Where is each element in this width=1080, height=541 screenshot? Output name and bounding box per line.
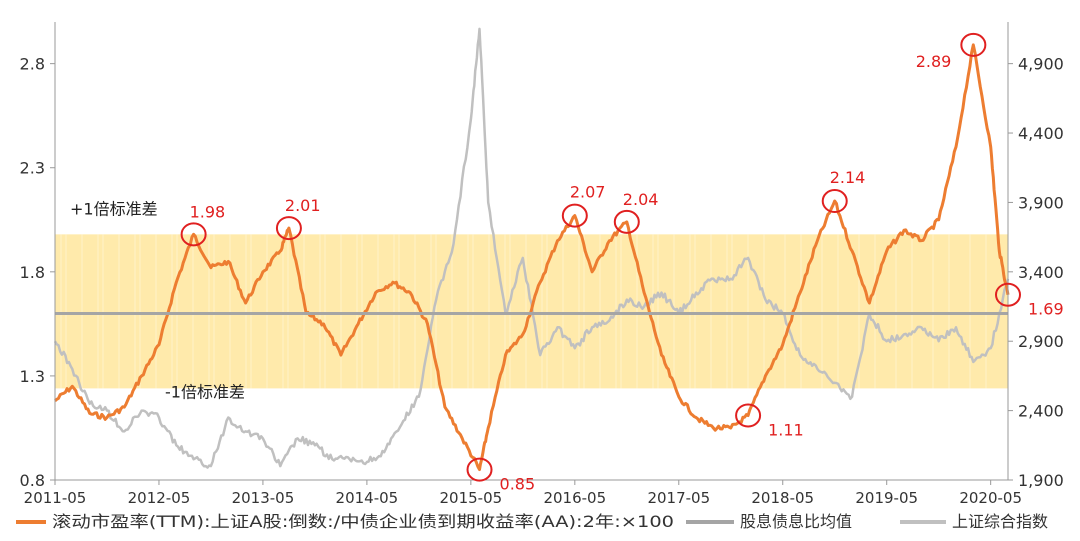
x-tick-label: 2014-05 (336, 489, 399, 507)
y-right-tick-label: 4,900 (1018, 55, 1064, 74)
y-left-tick-label: 0.8 (20, 471, 45, 490)
x-tick-label: 2016-05 (543, 489, 606, 507)
x-tick-label: 2020-05 (959, 489, 1022, 507)
annotation-label: 2.07 (570, 183, 606, 202)
y-right-tick-label: 3,900 (1018, 193, 1064, 212)
annotations: 1.98 2.01 0.85 2.07 2.04 1.11 2.14 2.89 1.69 (180, 32, 1064, 494)
x-tick-label: 2018-05 (751, 489, 814, 507)
y-right-tick-label: 2,900 (1018, 332, 1064, 351)
x-tick-label: 2011-05 (24, 489, 87, 507)
x-tick-label: 2013-05 (232, 489, 295, 507)
y-right-ticks: 1,900 2,400 2,900 3,400 3,900 4,400 4,900 (1008, 55, 1064, 490)
plot-lines (53, 27, 1010, 472)
x-tick-label: 2017-05 (647, 489, 710, 507)
y-left-ticks: 0.8 1.3 1.8 2.3 2.8 (20, 55, 55, 490)
annotation-circle (995, 282, 1021, 307)
annotation-circle (613, 209, 640, 234)
x-ticks: 2011-05 2012-05 2013-05 2014-05 2015-05 2016-… (24, 480, 1022, 507)
annotation-label: 1.69 (1028, 300, 1064, 319)
y-right-tick-label: 2,400 (1018, 402, 1064, 421)
series-pe-yield-ratio (54, 43, 1010, 472)
annotation-label: 2.89 (916, 52, 952, 71)
annotation-circle (821, 189, 848, 214)
annotation-label: 0.85 (500, 475, 536, 494)
y-left-tick-label: 2.3 (20, 159, 45, 178)
y-left-tick-label: 1.3 (20, 367, 45, 386)
annotation-circle (735, 403, 762, 428)
x-tick-label: 2012-05 (128, 489, 191, 507)
band-lower-label: -1倍标准差 (165, 382, 245, 401)
annotation-label: 2.04 (623, 190, 659, 209)
annotation-label: 2.01 (285, 196, 321, 215)
legend-label-mean: 股息债息比均值 (740, 512, 852, 531)
annotation-circle (180, 222, 207, 247)
x-tick-label: 2019-05 (855, 489, 918, 507)
annotation-circle (960, 32, 987, 57)
annotation-label: 2.14 (830, 168, 866, 187)
annotation-circle (466, 457, 493, 482)
band-upper-label: +1倍标准差 (70, 199, 158, 218)
y-left-tick-label: 2.8 (20, 55, 45, 74)
y-right-tick-label: 3,400 (1018, 263, 1064, 282)
y-right-tick-label: 4,400 (1018, 124, 1064, 143)
legend-label-pe-yield-ratio: 滚动市盈率(TTM):上证A股:倒数:/中债企业债到期收益率(AA):2年:×1… (52, 512, 674, 531)
annotation-circle (275, 216, 302, 241)
annotation-label: 1.11 (768, 420, 804, 439)
series-sse-index (53, 27, 1010, 469)
y-left-tick-label: 1.8 (20, 263, 45, 282)
legend-label-sse-index: 上证综合指数 (952, 512, 1048, 531)
x-tick-label: 2015-05 (440, 489, 503, 507)
band-stripes (60, 234, 987, 389)
annotation-circle (561, 203, 588, 228)
legend: 滚动市盈率(TTM):上证A股:倒数:/中债企业债到期收益率(AA):2年:×1… (16, 512, 1048, 531)
annotation-label: 1.98 (190, 202, 226, 221)
y-right-tick-label: 1,900 (1018, 471, 1064, 490)
